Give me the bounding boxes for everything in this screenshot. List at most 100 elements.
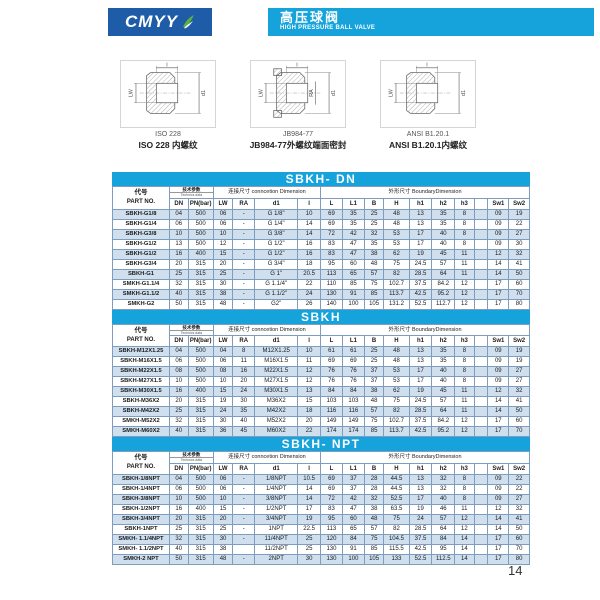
value-cell: -: [232, 258, 256, 270]
value-cell: 14: [454, 553, 475, 565]
value-cell: 10: [212, 376, 234, 387]
value-cell: 35: [431, 208, 456, 220]
thread-drawing: l LW d1 RA: [259, 62, 337, 118]
part-no-cell: SMKH-M60X2: [112, 426, 170, 437]
value-cell: -: [232, 238, 256, 250]
value-cell: 14: [297, 218, 322, 230]
value-cell: [232, 543, 256, 555]
value-cell: 44.5: [383, 483, 410, 495]
value-cell: 35: [431, 346, 456, 357]
value-cell: G 3/4": [254, 258, 299, 270]
value-cell: 75: [383, 396, 410, 407]
value-cell: [473, 248, 489, 260]
value-cell: 113: [320, 523, 343, 535]
brand-logo: CMYY: [108, 8, 212, 36]
value-cell: [473, 406, 489, 417]
column-header: Sw2: [508, 197, 530, 210]
part-no-cell: SBKH-M42X2: [112, 406, 170, 417]
value-cell: 48: [383, 218, 410, 230]
part-no-cell: SBKH-G1: [112, 268, 170, 280]
tech-data-header: 技术参数 Technics data: [168, 451, 214, 464]
value-cell: 13: [297, 386, 322, 397]
column-header: DN: [168, 462, 189, 475]
value-cell: 500: [187, 228, 214, 240]
spec-table: 代号 PART NO. 技术参数 Technics data 连接尺寸 connceti…: [112, 451, 530, 565]
value-cell: 47: [341, 503, 365, 515]
part-no-cell: SBKH-3/4NPT: [112, 513, 170, 525]
value-cell: 95.2: [431, 288, 456, 300]
value-cell: 09: [487, 208, 510, 220]
value-cell: 84: [341, 533, 365, 545]
column-header: Sw1: [487, 197, 510, 210]
value-cell: 40: [431, 493, 456, 505]
value-cell: 83: [320, 238, 343, 250]
value-cell: 25: [363, 346, 385, 357]
value-cell: 20.5: [297, 268, 322, 280]
value-cell: 20: [232, 376, 256, 387]
value-cell: 70: [508, 288, 530, 300]
part-no-cell: SBKH-G1/2: [112, 238, 170, 250]
value-cell: M12X1.25: [254, 346, 299, 357]
value-cell: 25: [297, 543, 322, 555]
value-cell: 13: [408, 208, 433, 220]
value-cell: 53: [383, 228, 410, 240]
value-cell: 17: [408, 228, 433, 240]
value-cell: 12: [454, 513, 475, 525]
table-row: SBKH-G3/8 10 500 10- G 3/8" 14 72 42 32 53 17 40 8 09…: [112, 228, 530, 240]
svg-text:d1: d1: [461, 90, 467, 96]
value-cell: [473, 288, 489, 300]
column-header: RA: [232, 197, 256, 210]
value-cell: 52.5: [383, 493, 410, 505]
value-cell: 38: [212, 288, 234, 300]
value-cell: [473, 483, 489, 495]
thread-drawing: l LW d1: [389, 62, 467, 114]
value-cell: [473, 218, 489, 230]
column-header: [473, 335, 489, 347]
value-cell: 95: [431, 543, 456, 555]
table-banner: SBKH: [112, 309, 530, 324]
value-cell: [473, 268, 489, 280]
value-cell: 14: [297, 483, 322, 495]
value-cell: 69: [320, 356, 343, 367]
table-row: SBKH-M42X2 25 315 24 35 M42X2 18 116 116 57 82 28.5…: [112, 406, 530, 417]
value-cell: 19: [297, 513, 322, 525]
value-cell: M52X2: [254, 416, 299, 427]
value-cell: 30: [212, 533, 234, 545]
value-cell: 17: [487, 533, 510, 545]
value-cell: 42: [341, 493, 365, 505]
value-cell: 113: [320, 268, 343, 280]
value-cell: 116: [320, 406, 343, 417]
table-row: SBKH-3/4NPT 20 315 20-3/4NPT 19 95 60 48 75 24 57 1…: [112, 513, 530, 525]
value-cell: 112.7: [431, 298, 456, 310]
value-cell: 10: [168, 493, 189, 505]
table-row: SBKH-3/8NPT 10 500 10-3/8NPT 14 72 42 32 52.5 17 4…: [112, 493, 530, 505]
value-cell: 84.2: [431, 278, 456, 290]
page-title: 高压球阀: [280, 10, 341, 25]
table-row: SMKH-M52X2 32 315 30 40 M52X2 20 149 149 75 102.7 3…: [112, 416, 530, 427]
value-cell: 500: [187, 356, 214, 367]
thread-figure: l LW d1 RA JB984-77 JB984-77外螺纹端面密封: [248, 60, 348, 150]
table-row: SMKH-G1.1/4 32 315 30- G 1.1/4" 22 110 85 75 102.…: [112, 278, 530, 290]
value-cell: G 3/8": [254, 228, 299, 240]
value-cell: 62: [383, 248, 410, 260]
value-cell: 13: [408, 218, 433, 230]
value-cell: 28.5: [408, 406, 433, 417]
value-cell: [473, 543, 489, 555]
value-cell: 80: [508, 553, 530, 565]
part-no-cell: SBKH-3/8NPT: [112, 493, 170, 505]
column-header: L1: [341, 462, 365, 475]
table-row: SBKH-1/8NPT 04 500 06-1/8NPT 10.5 69 37 28 44.5 1…: [112, 473, 530, 485]
value-cell: 95: [320, 258, 343, 270]
value-cell: 35: [341, 218, 365, 230]
value-cell: 38: [363, 248, 385, 260]
table-header-row: 代号 PART NO. 技术参数 Technics data 连接尺寸 connceti…: [112, 323, 530, 347]
part-no-cell: SMKH-2 NPT: [112, 553, 170, 565]
column-header: PN(bar): [187, 197, 214, 210]
value-cell: 11: [454, 503, 475, 515]
tech-data-header: 技术参数 Technics data: [168, 323, 214, 336]
value-cell: 8: [454, 238, 475, 250]
value-cell: 11/2NPT: [254, 543, 299, 555]
value-cell: M60X2: [254, 426, 299, 437]
value-cell: 17: [487, 426, 510, 437]
value-cell: 32: [508, 503, 530, 515]
